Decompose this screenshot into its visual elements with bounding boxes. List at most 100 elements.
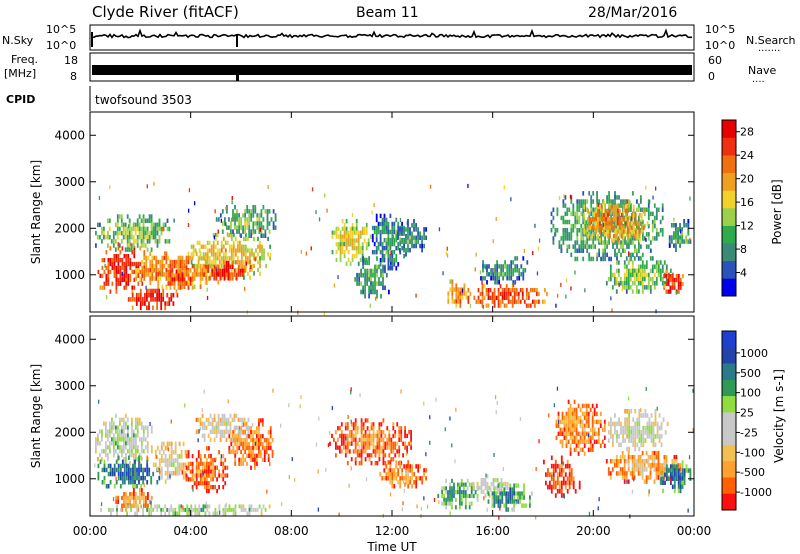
heatmap-speck	[350, 419, 352, 424]
heatmap-cell	[154, 222, 157, 228]
heatmap-cell	[119, 281, 122, 286]
heatmap-cell	[220, 473, 223, 478]
heatmap-cell	[575, 427, 578, 432]
heatmap-speck	[220, 454, 222, 459]
heatmap-cell	[367, 238, 370, 243]
heatmap-cell	[392, 433, 395, 439]
heatmap-cell	[399, 476, 402, 481]
heatmap-cell	[258, 213, 261, 218]
heatmap-speck	[485, 473, 487, 478]
heatmap-speck	[403, 479, 405, 484]
heatmap-cell	[208, 461, 210, 466]
heatmap-cell	[358, 277, 360, 282]
heatmap-cell	[583, 212, 586, 218]
heatmap-cell	[675, 472, 678, 477]
heatmap-cell	[224, 275, 227, 280]
heatmap-cell	[370, 426, 373, 431]
heatmap-cell	[641, 228, 644, 233]
heatmap-cell	[250, 430, 252, 435]
heatmap-cell	[210, 263, 213, 269]
heatmap-cell	[150, 495, 153, 501]
heatmap-cell	[572, 476, 575, 482]
heatmap-cell	[213, 437, 216, 442]
heatmap-cell	[217, 217, 220, 222]
heatmap-cell	[115, 258, 118, 263]
heatmap-cell	[267, 430, 270, 435]
heatmap-cell	[356, 453, 359, 458]
heatmap-cell	[223, 264, 226, 269]
heatmap-cell	[329, 441, 331, 446]
heatmap-cell	[579, 435, 582, 440]
heatmap-cell	[595, 419, 598, 425]
heatmap-cell	[632, 438, 635, 443]
heatmap-cell	[609, 459, 612, 464]
heatmap-cell	[662, 472, 664, 477]
heatmap-cell	[612, 421, 614, 427]
heatmap-cell	[584, 207, 587, 212]
heatmap-cell	[483, 284, 486, 289]
heatmap-cell	[121, 471, 124, 477]
heatmap-cell	[590, 195, 593, 200]
heatmap-cell	[607, 276, 610, 282]
heatmap-cell	[238, 445, 241, 451]
heatmap-cell	[139, 246, 142, 251]
heatmap-cell	[669, 289, 672, 294]
heatmap-cell	[569, 431, 572, 436]
heatmap-speck	[188, 208, 190, 213]
heatmap-cell	[242, 213, 244, 218]
heatmap-cell	[346, 426, 349, 431]
heatmap-cell	[615, 276, 618, 282]
heatmap-cell	[180, 462, 183, 468]
heatmap-cell	[630, 232, 632, 237]
heatmap-cell	[636, 252, 638, 258]
heatmap-speck	[495, 410, 497, 415]
heatmap-cell	[166, 218, 169, 223]
heatmap-cell	[355, 230, 358, 235]
heatmap-cell	[582, 199, 585, 204]
heatmap-cell	[203, 437, 206, 442]
heatmap-cell	[199, 251, 202, 256]
heatmap-cell	[375, 250, 378, 255]
heatmap-cell	[350, 433, 353, 439]
heatmap-cell	[355, 250, 358, 255]
heatmap-cell	[183, 277, 186, 282]
heatmap-speck	[587, 437, 590, 442]
heatmap-cell	[150, 214, 153, 219]
heatmap-cell	[647, 236, 650, 241]
heatmap-cell	[171, 273, 174, 278]
heatmap-cell	[255, 248, 257, 253]
heatmap-cell	[630, 252, 632, 258]
heatmap-cell	[113, 254, 116, 259]
heatmap-cell	[619, 455, 622, 460]
heatmap-cell	[653, 236, 656, 241]
heatmap-cell	[588, 232, 591, 237]
heatmap-speck	[399, 218, 402, 222]
heatmap-cell	[639, 467, 642, 472]
heatmap-cell	[392, 449, 395, 454]
heatmap-cell	[455, 303, 458, 308]
heatmap-cell	[641, 471, 644, 476]
heatmap-cell	[389, 480, 392, 485]
heatmap-cell	[407, 484, 410, 489]
heatmap-cell	[399, 241, 402, 247]
heatmap-cell	[583, 225, 586, 231]
heatmap-cell	[590, 207, 593, 212]
heatmap-cell	[457, 486, 459, 491]
heatmap-cell	[504, 272, 506, 277]
heatmap-speck	[519, 416, 522, 421]
heatmap-cell	[558, 240, 561, 245]
heatmap-cell	[556, 207, 559, 212]
heatmap-cell	[146, 463, 149, 469]
heatmap-cell	[630, 438, 633, 443]
heatmap-cell	[390, 449, 393, 454]
heatmap-cell	[590, 236, 593, 241]
heatmap-cell	[411, 239, 413, 245]
heatmap-cell	[259, 434, 262, 439]
heatmap-cell	[559, 439, 562, 444]
heatmap-cell	[148, 471, 151, 477]
heatmap-cell	[397, 468, 400, 473]
heatmap-cell	[180, 504, 183, 509]
heatmap-speck	[655, 186, 657, 191]
heatmap-cell	[244, 225, 246, 230]
